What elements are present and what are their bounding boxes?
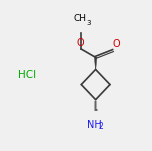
- Polygon shape: [94, 57, 97, 69]
- Text: NH: NH: [88, 120, 102, 130]
- Text: O: O: [113, 39, 121, 49]
- Text: 2: 2: [99, 122, 104, 131]
- Text: 3: 3: [87, 20, 91, 26]
- Text: CH: CH: [74, 14, 87, 23]
- Text: HCl: HCl: [18, 71, 36, 80]
- Text: O: O: [77, 38, 84, 48]
